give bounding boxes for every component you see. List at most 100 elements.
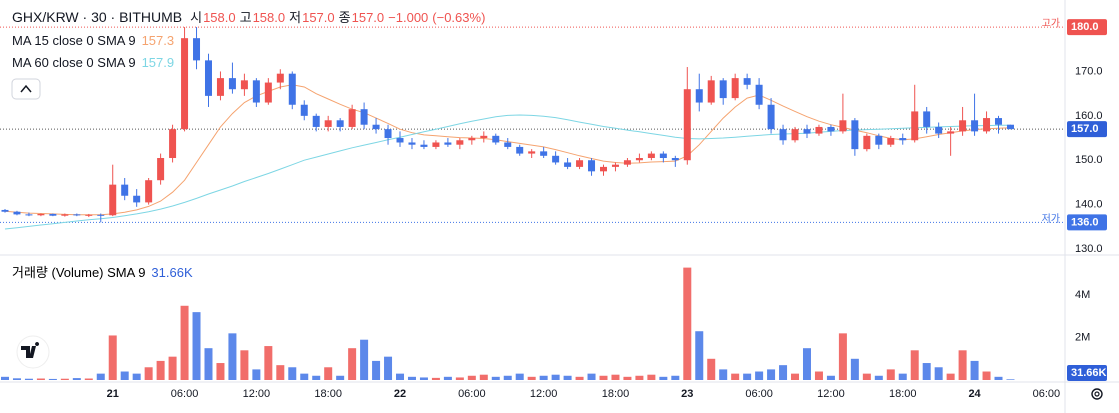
tradingview-logo xyxy=(16,335,50,369)
x-tick-label: 23 xyxy=(681,388,693,400)
volume-bar xyxy=(491,376,500,380)
x-tick-label: 06:00 xyxy=(1033,388,1061,400)
candle-body xyxy=(564,162,572,167)
candle-body xyxy=(743,78,751,85)
candle-body xyxy=(707,80,715,103)
volume-sma-value: 31.66K xyxy=(151,265,193,280)
volume-bar xyxy=(419,377,428,380)
legend-value: 157.3 xyxy=(141,33,175,48)
legend-entry: MA 15 close 0 SMA 9 xyxy=(12,33,136,48)
candle-body xyxy=(588,160,596,172)
candle-body xyxy=(25,214,33,216)
candle-body xyxy=(61,214,69,216)
candle-body xyxy=(348,109,356,127)
candle-body xyxy=(611,164,619,167)
candle-body xyxy=(731,78,739,99)
candle-body xyxy=(145,180,153,203)
y-tick-label: 170.0 xyxy=(1075,65,1103,77)
volume-bar xyxy=(467,375,476,380)
volume-bar xyxy=(838,333,847,380)
volume-bar xyxy=(324,367,333,380)
volume-bar xyxy=(826,375,835,380)
volume-bar xyxy=(192,312,201,380)
ohlc-value: 158.0 xyxy=(203,10,236,25)
candle-body xyxy=(671,158,679,161)
volume-bar xyxy=(431,377,440,380)
volume-bar xyxy=(743,373,752,380)
candle-body xyxy=(659,153,667,159)
candle-body xyxy=(576,160,584,167)
collapse-button[interactable] xyxy=(11,78,41,100)
candle-body xyxy=(983,118,991,132)
volume-bar xyxy=(515,373,524,380)
volume-bar xyxy=(1006,379,1015,380)
volume-bar xyxy=(300,373,309,380)
volume-legend: 거래량 (Volume) SMA 9 31.66K xyxy=(12,262,193,281)
candle-body xyxy=(408,142,416,145)
volume-bar xyxy=(731,373,740,380)
symbol-title: GHX/KRW · 30 · BITHUMB xyxy=(12,9,183,25)
x-tick-label: 21 xyxy=(107,388,119,400)
candle-body xyxy=(216,78,224,96)
volume-bar xyxy=(455,377,464,380)
volume-bar xyxy=(527,376,536,380)
volume-bar xyxy=(683,267,692,380)
candle-body xyxy=(923,111,931,127)
candle-body xyxy=(695,89,703,103)
candle-body xyxy=(157,158,165,181)
legend-row: GHX/KRW · 30 · BITHUMB 시158.0 고158.0 저157.0… xyxy=(12,7,489,26)
candle-body xyxy=(468,138,476,141)
volume-bar xyxy=(407,376,416,380)
candle-body xyxy=(312,115,320,127)
candle-body xyxy=(49,213,57,216)
x-tick-label: 22 xyxy=(394,388,406,400)
candle-body xyxy=(647,153,655,159)
legend-value: 157.9 xyxy=(141,55,175,70)
volume-bar xyxy=(312,375,321,380)
y-tick-label: 140.0 xyxy=(1075,199,1103,211)
candle-body xyxy=(635,158,643,161)
volume-bar xyxy=(276,365,285,380)
volume-bar xyxy=(934,367,943,380)
volume-bar xyxy=(84,378,93,380)
candle-body xyxy=(372,124,380,130)
volume-bar xyxy=(539,375,548,380)
y-tick-label: 130.0 xyxy=(1075,243,1103,255)
volume-bar xyxy=(946,373,955,380)
candle-body xyxy=(396,138,404,143)
volume-bar xyxy=(958,350,967,380)
volume-bar xyxy=(695,331,704,380)
candle-body xyxy=(887,138,895,145)
volume-bar xyxy=(874,375,883,380)
candle-body xyxy=(803,129,811,134)
last-price-tag: 157.0 xyxy=(1071,123,1099,135)
volume-bar xyxy=(779,365,788,380)
ohlc-label: 고 xyxy=(239,10,252,25)
volume-bar xyxy=(970,360,979,380)
volume-bar xyxy=(862,373,871,380)
volume-sma-tag: 31.66K xyxy=(1071,367,1107,379)
candle-body xyxy=(181,38,189,130)
x-tick-label: 06:00 xyxy=(171,388,199,400)
candle-body xyxy=(863,135,871,150)
volume-bar xyxy=(72,378,81,380)
candle-body xyxy=(121,184,129,196)
volume-bar xyxy=(60,378,69,380)
volume-bar xyxy=(755,371,764,380)
candle-body xyxy=(600,166,607,172)
candle-body xyxy=(504,142,512,147)
y-tick-label: 160.0 xyxy=(1075,110,1103,122)
candle-body xyxy=(947,131,955,134)
settings-button[interactable] xyxy=(1091,388,1103,400)
volume-bar xyxy=(707,358,716,380)
x-tick-label: 18:00 xyxy=(889,388,917,400)
x-tick-label: 18:00 xyxy=(602,388,630,400)
volume-bar xyxy=(898,373,907,380)
volume-bar xyxy=(599,375,608,380)
legend-row: MA 15 close 0 SMA 9 157.3 xyxy=(12,33,489,48)
legend-row: MA 60 close 0 SMA 9 157.9 xyxy=(12,55,489,70)
volume-bar xyxy=(814,371,823,380)
volume-tick-label: 4M xyxy=(1075,289,1090,301)
candle-body xyxy=(336,120,344,127)
